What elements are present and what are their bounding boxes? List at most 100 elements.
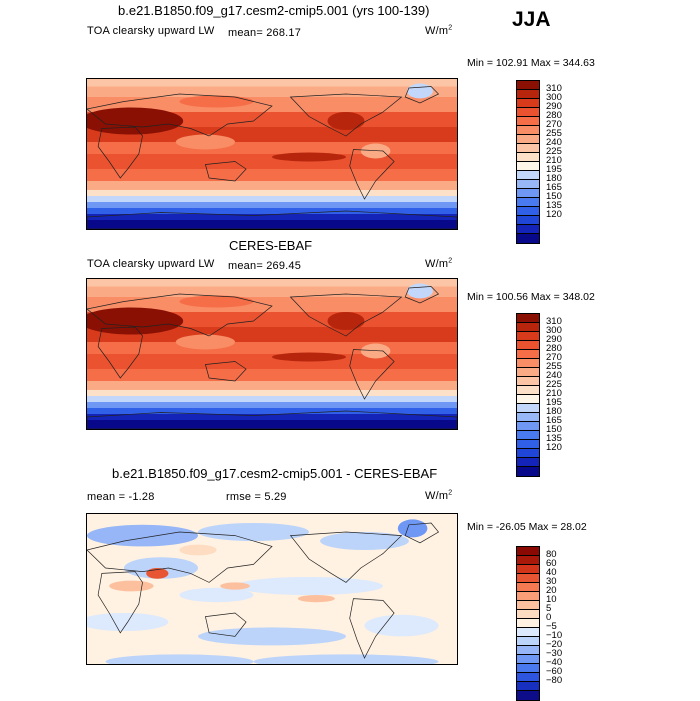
field-band	[87, 208, 457, 215]
colorbar-tick-label: 135	[546, 200, 562, 211]
panel3-field	[87, 514, 457, 664]
colorbar-swatch	[517, 664, 539, 673]
colorbar-tick-label: 280	[546, 110, 562, 121]
field-blob	[407, 283, 433, 299]
colorbar-swatch	[517, 117, 539, 126]
field-band	[87, 181, 457, 191]
field-blob	[105, 654, 254, 664]
panel1-map	[86, 78, 458, 230]
colorbar-swatch	[517, 368, 539, 377]
field-band	[87, 86, 457, 98]
colorbar-swatch	[517, 556, 539, 565]
colorbar-swatch	[517, 234, 539, 243]
colorbar-tick-label: 20	[546, 585, 557, 596]
colorbar-tick-label: 195	[546, 397, 562, 408]
field-blob	[360, 143, 391, 159]
coastline	[204, 361, 247, 382]
colorbar-tick-label: 300	[546, 92, 562, 103]
panel1-field	[87, 79, 457, 229]
colorbar-swatch	[517, 323, 539, 332]
colorbar-tick-label: 80	[546, 549, 557, 560]
panel1-units: W/m2	[425, 24, 453, 37]
coastline	[87, 410, 457, 429]
field-band	[87, 154, 457, 170]
coastline	[289, 93, 403, 137]
colorbar-swatch	[517, 180, 539, 189]
colorbar-swatch	[517, 637, 539, 646]
field-blob	[320, 532, 409, 550]
field-band	[87, 79, 457, 87]
field-blob	[235, 577, 383, 595]
field-blob	[220, 582, 250, 590]
colorbar-tick-label: 10	[546, 594, 557, 605]
field-band	[87, 402, 457, 409]
colorbar-swatch	[517, 583, 539, 592]
field-band	[87, 142, 457, 155]
field-blob	[397, 519, 428, 538]
colorbar-tick-label: 255	[546, 361, 562, 372]
panel3-units: W/m2	[425, 489, 453, 502]
colorbar-swatch	[517, 655, 539, 664]
coastline	[87, 93, 273, 137]
field-blob	[87, 524, 198, 547]
colorbar-swatch	[517, 628, 539, 637]
season-label: JJA	[512, 8, 551, 31]
colorbar-tick-label: 150	[546, 191, 562, 202]
colorbar-swatch	[517, 395, 539, 404]
colorbar-swatch	[517, 440, 539, 449]
colorbar-swatch	[517, 592, 539, 601]
colorbar-swatch	[517, 144, 539, 153]
field-band	[87, 297, 457, 313]
panel2-field	[87, 279, 457, 429]
colorbar-swatch	[517, 422, 539, 431]
field-band	[87, 286, 457, 298]
coastline	[204, 612, 247, 637]
colorbar-tick-label: 240	[546, 370, 562, 381]
colorbar-swatch	[517, 359, 539, 368]
colorbar-swatch	[517, 225, 539, 234]
colorbar-tick-label: −40	[546, 657, 563, 668]
panel3-rmse: rmse = 5.29	[226, 491, 287, 503]
field-blob	[175, 134, 235, 150]
colorbar-swatch	[517, 673, 539, 682]
colorbar-swatch	[517, 431, 539, 440]
colorbar-swatch	[517, 350, 539, 359]
field-band	[87, 190, 457, 197]
field-blob	[272, 352, 346, 362]
field-band	[87, 381, 457, 391]
colorbar-swatch	[517, 377, 539, 386]
field-band	[87, 342, 457, 355]
panel2-colorbar	[516, 313, 540, 477]
colorbar-tick-label: 255	[546, 128, 562, 139]
field-blob	[198, 627, 346, 646]
field-blob	[179, 95, 254, 108]
colorbar-tick-label: 30	[546, 576, 557, 587]
colorbar-tick-label: 280	[546, 343, 562, 354]
field-blob	[146, 568, 169, 579]
colorbar-swatch	[517, 314, 539, 323]
panel2-variable: TOA clearsky upward LW	[87, 258, 215, 270]
field-band	[87, 369, 457, 382]
panel3-min-max: Min = -26.05 Max = 28.02	[467, 521, 587, 533]
field-blob	[109, 580, 154, 592]
panel1-variable: TOA clearsky upward LW	[87, 25, 215, 37]
field-blob	[253, 654, 439, 664]
colorbar-swatch	[517, 574, 539, 583]
colorbar-swatch	[517, 341, 539, 350]
field-band	[87, 279, 457, 287]
colorbar-swatch	[517, 404, 539, 413]
panel2-min-max: Min = 100.56 Max = 348.02	[467, 291, 595, 303]
panel1-min-max: Min = 102.91 Max = 344.63	[467, 57, 595, 69]
colorbar-swatch	[517, 126, 539, 135]
coastline	[87, 210, 457, 229]
colorbar-swatch	[517, 153, 539, 162]
field-band	[87, 97, 457, 113]
field-blob	[179, 587, 254, 603]
colorbar-tick-label: 165	[546, 182, 562, 193]
colorbar-swatch	[517, 413, 539, 422]
coastline	[289, 293, 403, 337]
colorbar-tick-label: 5	[546, 603, 552, 614]
colorbar-swatch	[517, 619, 539, 628]
field-band	[87, 420, 457, 429]
colorbar-swatch	[517, 81, 539, 90]
